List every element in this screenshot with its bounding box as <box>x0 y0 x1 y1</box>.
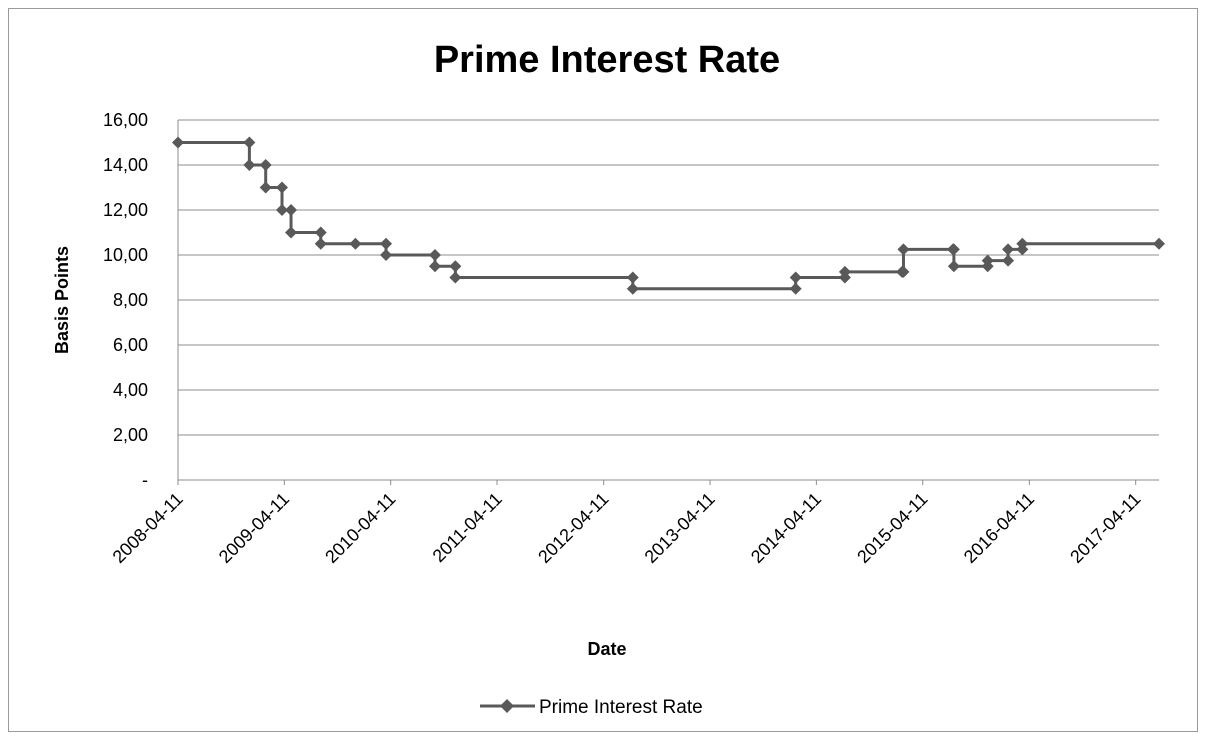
data-point-marker <box>243 159 256 171</box>
data-point-marker <box>626 282 639 295</box>
data-point-marker <box>1153 237 1165 250</box>
data-point-marker <box>1002 243 1015 256</box>
data-point-marker <box>449 260 462 273</box>
x-tick-label: 2011-04-11 <box>429 489 506 566</box>
y-tick-label: 12,00 <box>103 200 148 220</box>
data-point-marker <box>1016 237 1029 250</box>
data-point-marker <box>276 204 289 216</box>
y-tick-label: 10,00 <box>103 245 148 265</box>
gridlines <box>178 119 1159 436</box>
y-tick-label: 6,00 <box>113 335 148 355</box>
data-point-marker <box>897 265 910 278</box>
chart-title: Prime Interest Rate <box>434 39 780 81</box>
x-tick-label: 2013-04-11 <box>641 489 719 567</box>
data-point-marker <box>947 243 960 256</box>
data-point-marker <box>838 265 851 278</box>
data-point-marker <box>428 260 441 273</box>
data-point-marker <box>897 243 910 256</box>
series-prime-interest-rate <box>172 136 1165 295</box>
x-tick-label: 2015-04-11 <box>853 489 931 567</box>
x-tick-label: 2008-04-11 <box>109 489 187 567</box>
data-point-marker <box>1002 254 1015 267</box>
x-tick-label: 2010-04-11 <box>321 489 399 567</box>
data-point-marker <box>243 136 256 149</box>
axes <box>177 120 1159 481</box>
y-axis-title: Basis Points <box>52 246 72 354</box>
data-point-marker <box>380 237 393 250</box>
data-point-marker <box>789 282 802 295</box>
data-point-marker <box>380 249 393 261</box>
data-point-marker <box>981 254 994 267</box>
y-tick-label: 14,00 <box>103 155 148 175</box>
data-point-marker <box>285 204 298 216</box>
data-point-marker <box>626 271 639 284</box>
y-tick-label: - <box>142 470 148 490</box>
legend-label: Prime Interest Rate <box>539 697 703 718</box>
data-point-marker <box>314 237 327 250</box>
legend-diamond-marker <box>500 699 514 713</box>
x-tick-label: 2012-04-11 <box>534 489 612 567</box>
chart-frame <box>8 8 1198 732</box>
data-point-marker <box>276 181 289 194</box>
series-line <box>178 141 1159 291</box>
x-tick-labels: 2008-04-11 2009-04-11 2010-04-11 2011-04-11… <box>109 480 1145 567</box>
data-point-marker <box>259 159 272 171</box>
data-point-marker <box>428 249 441 261</box>
y-tick-label: 4,00 <box>113 380 148 400</box>
data-point-marker <box>789 271 802 284</box>
data-point-marker <box>172 136 184 149</box>
data-point-marker <box>259 181 272 194</box>
y-tick-label: 2,00 <box>113 425 148 445</box>
x-tick-label: 2009-04-11 <box>215 489 293 567</box>
legend: Prime Interest Rate <box>480 697 703 718</box>
x-tick-label: 2017-04-11 <box>1066 489 1144 567</box>
data-point-marker <box>314 226 327 239</box>
y-tick-label: 8,00 <box>113 290 148 310</box>
data-point-marker <box>947 260 960 273</box>
x-tick-label: 2014-04-11 <box>747 489 825 567</box>
data-point-marker <box>349 237 362 250</box>
x-tick-label: 2016-04-11 <box>960 489 1038 567</box>
data-point-marker <box>449 271 462 284</box>
y-tick-label: 16,00 <box>103 110 148 130</box>
x-axis-title: Date <box>587 639 626 659</box>
data-point-marker <box>285 226 298 239</box>
y-tick-labels: - 2,00 4,00 6,00 8,00 10,00 12,00 14,00 16,00 <box>103 110 148 490</box>
